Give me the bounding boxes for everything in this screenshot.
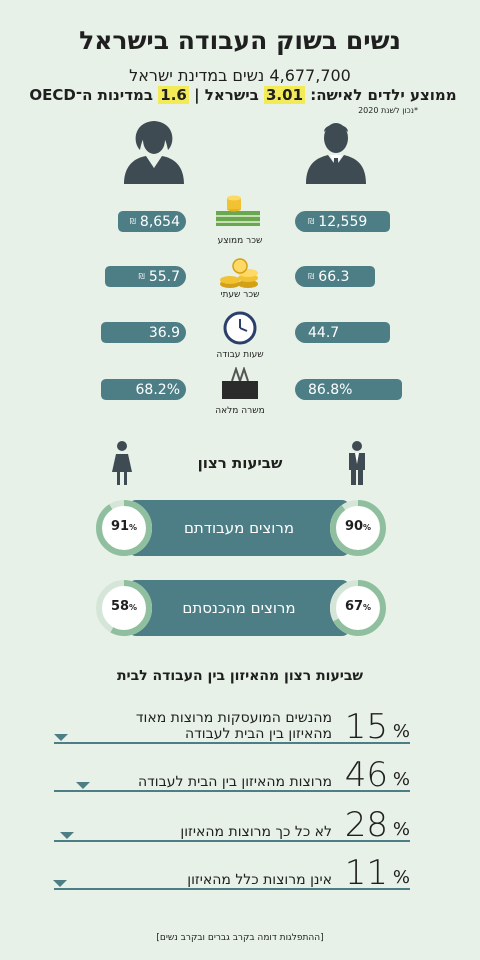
pill-income-satisfaction: מרוצים מהכנסתם <box>128 580 350 636</box>
israel-label: בישראל | <box>194 86 259 104</box>
balance-row-2: מרוצות מהאיזון בין הבית לעבודה 46 % <box>50 748 410 795</box>
men-hours-bar-wrap: 44.7 <box>295 322 390 343</box>
balance-row-4: אינן מרוצות כלל מהאיזון 11 % <box>50 846 410 893</box>
page-title: נשים בשוק העבודה בישראל <box>79 26 401 55</box>
women-fulltime-value: 68.2% <box>135 381 180 398</box>
men-salary-value: 12,559 <box>318 213 368 230</box>
balance-row-3-text: לא כל כך מרוצות מהאיזון <box>180 824 332 840</box>
women-hours-value: 36.9 <box>148 324 180 341</box>
men-fulltime-bar: 86.8% <box>295 379 402 400</box>
balance-row-4-marker <box>53 880 67 887</box>
man-icon <box>306 123 366 184</box>
women-salary-bar: ₪ 8,654 <box>118 211 186 232</box>
balance-row-4-text: אינן מרוצות כלל מהאיזון <box>187 872 332 888</box>
women-salary-value: 8,654 <box>139 213 180 230</box>
women-work-value: 91 <box>110 519 130 534</box>
clock-icon <box>223 311 257 345</box>
men-salary-bar: ₪ 12,559 <box>295 211 390 232</box>
balance-row-4-pct: % <box>392 867 410 888</box>
israel-value: 3.01 <box>264 86 306 104</box>
balance-row-1-text: מהנשים המועסקות מרוצות מאוד מהאיזון בין … <box>135 710 332 742</box>
men-hours-value: 44.7 <box>308 324 340 341</box>
balance-row-1-pct: % <box>392 721 410 742</box>
money-stack-icon <box>216 195 260 226</box>
children-prefix: ממוצע ילדים לאישה: <box>310 86 457 104</box>
oecd-label: במדינות ה־OECD <box>29 86 154 104</box>
women-hours-bar-wrap: 36.9 <box>101 322 186 343</box>
women-hourly-bar: ₪ 55.7 <box>105 266 186 287</box>
men-hourly-bar-wrap: ₪ 66.3 <box>295 266 375 287</box>
women-fulltime-bar: 68.2% <box>101 379 186 400</box>
men-income-value: 67 <box>344 599 364 614</box>
balance-row-2-line <box>54 790 410 792</box>
men-work-arc <box>330 500 386 556</box>
year-note: *נכון לשנת 2020 <box>358 106 418 115</box>
women-income-gauge: 58% <box>94 578 154 638</box>
balance-row-3-value: 28 <box>344 805 388 845</box>
satisfaction-title: שביעות רצון <box>197 454 283 472</box>
balance-row-1-value: 15 <box>344 707 388 747</box>
balance-row-3-marker <box>60 832 74 839</box>
children-average-line: ממוצע ילדים לאישה: 3.01 בישראל | 1.6 במד… <box>20 86 466 104</box>
balance-row-1-line <box>54 742 410 744</box>
man-small-icon <box>349 441 365 485</box>
men-work-value: 90 <box>344 519 364 534</box>
balance-row-4-value: 11 <box>344 853 388 893</box>
women-work-gauge: 91% <box>94 498 154 558</box>
balance-row-2-pct: % <box>392 769 410 790</box>
balance-row-3-pct: % <box>392 819 410 840</box>
balance-row-3: לא כל כך מרוצות מהאיזון 28 % <box>50 798 410 845</box>
men-hours-bar: 44.7 <box>295 322 390 343</box>
women-income-arc <box>96 580 152 636</box>
balance-row-2-marker <box>76 782 90 789</box>
pill-work-satisfaction: מרוצים מעבודתם <box>128 500 350 556</box>
men-fulltime-value: 86.8% <box>308 381 353 398</box>
balance-row-2-text: מרוצות מהאיזון בין הבית לעבודה <box>138 774 332 790</box>
men-hourly-value: 66.3 <box>318 268 350 285</box>
woman-small-icon <box>112 441 132 485</box>
women-fulltime-bar-wrap: 68.2% <box>101 379 186 400</box>
oecd-value: 1.6 <box>158 86 189 104</box>
men-hourly-bar: ₪ 66.3 <box>295 266 375 287</box>
men-income-gauge: 67% <box>328 578 388 638</box>
women-work-arc <box>96 500 152 556</box>
men-fulltime-bar-wrap: 86.8% <box>295 379 402 400</box>
men-income-arc <box>330 580 386 636</box>
balance-row-1: מהנשים המועסקות מרוצות מאוד מהאיזון בין … <box>50 700 410 747</box>
stat-label-fulltime: משרה מלאה <box>215 406 265 416</box>
balance-row-2-value: 46 <box>344 755 388 795</box>
binder-clip-icon <box>222 367 258 399</box>
women-hourly-value: 55.7 <box>148 268 180 285</box>
men-work-gauge: 90% <box>328 498 388 558</box>
balance-row-3-line <box>54 840 410 842</box>
women-income-value: 58 <box>110 599 130 614</box>
woman-icon <box>124 121 184 184</box>
pill-work-label: מרוצים מעבודתם <box>183 519 295 537</box>
population-text: 4,677,700 נשים במדינת ישראל <box>129 66 351 85</box>
women-hours-bar: 36.9 <box>101 322 186 343</box>
pill-income-label: מרוצים מהכנסתם <box>182 599 296 617</box>
footnote: [ההתפלגות דומה בקרב גברים ובקרב נשים] <box>156 933 324 943</box>
balance-row-4-line <box>54 888 410 890</box>
stat-row-salary: ₪ 8,654 <box>118 211 186 232</box>
balance-row-1-marker <box>54 734 68 741</box>
stat-label-hours: שעות עבודה <box>216 350 264 360</box>
stat-label-salary: שכר ממוצע <box>217 236 263 246</box>
balance-title: שביעות רצון מהאיזון בין העבודה לבית <box>116 668 364 684</box>
men-salary-bar-wrap: ₪ 12,559 <box>295 211 390 232</box>
coins-icon <box>220 258 258 288</box>
stat-label-hourly: שכר שעתי <box>220 290 260 300</box>
women-hourly-bar-wrap: ₪ 55.7 <box>105 266 186 287</box>
